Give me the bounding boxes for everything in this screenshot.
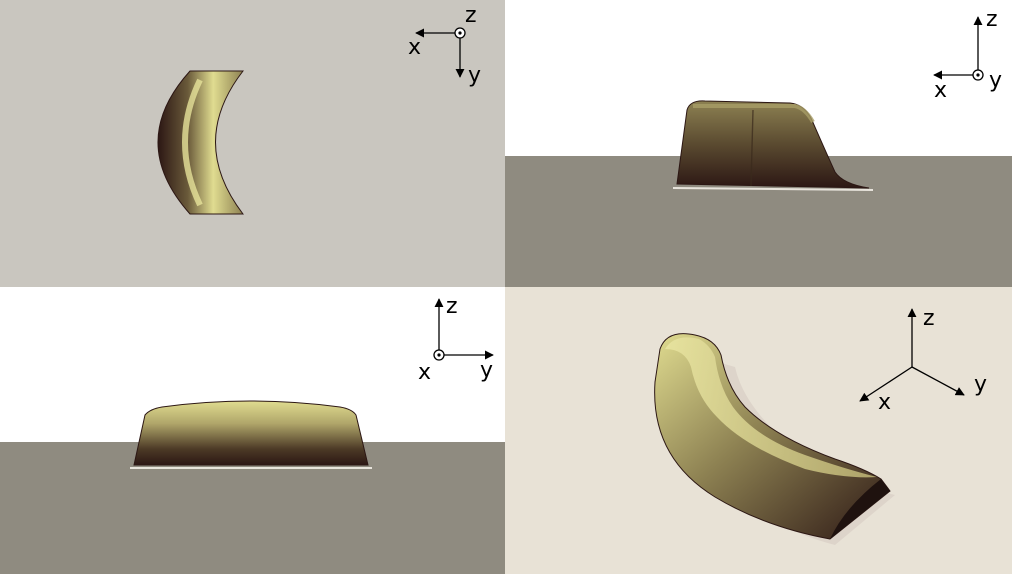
z-axis-label: z <box>986 7 998 32</box>
crescent-shape <box>157 70 245 215</box>
axis-triad: x y z <box>418 294 494 385</box>
x-axis-dot <box>437 353 441 357</box>
block-edge <box>750 109 754 187</box>
top-view-background <box>0 0 505 287</box>
curved-band-end-cap <box>830 479 890 539</box>
y-axis-arrow <box>911 366 965 396</box>
side-view-xz-canvas: x y z <box>505 0 1012 287</box>
x-axis-arrow <box>859 366 913 402</box>
x-axis-label: x <box>408 35 421 60</box>
y-axis-label: y <box>974 372 987 397</box>
z-axis-label: z <box>446 294 458 319</box>
side-view-yz-canvas: x y z <box>0 287 505 574</box>
isometric-view-panel: z x y <box>505 287 1012 574</box>
x-axis-label: x <box>418 360 431 385</box>
z-axis-label: z <box>465 3 477 28</box>
side-view-xz-panel: x y z <box>505 0 1012 287</box>
y-axis-label: y <box>480 358 493 383</box>
y-axis-label: y <box>989 68 1002 93</box>
block-top-highlight <box>693 104 815 124</box>
block-shadow <box>672 187 874 191</box>
z-axis-dot <box>458 31 462 35</box>
axis-triad: x y z <box>408 3 481 88</box>
top-view-canvas: x y z <box>0 0 505 287</box>
dome-shape <box>133 400 369 466</box>
axis-triad: z x y <box>859 306 987 415</box>
side-view-yz-panel: x y z <box>0 287 505 574</box>
crescent-highlight <box>182 78 203 207</box>
x-axis-label: x <box>878 390 891 415</box>
curved-band-top <box>665 337 877 478</box>
x-axis-label: x <box>934 78 947 103</box>
axis-triad: x y z <box>933 7 1002 103</box>
y-axis-label: y <box>468 63 481 88</box>
isometric-view-canvas: z x y <box>505 287 1012 574</box>
y-axis-dot <box>976 73 980 77</box>
z-axis-label: z <box>923 306 935 331</box>
top-view-panel: x y z <box>0 0 505 287</box>
